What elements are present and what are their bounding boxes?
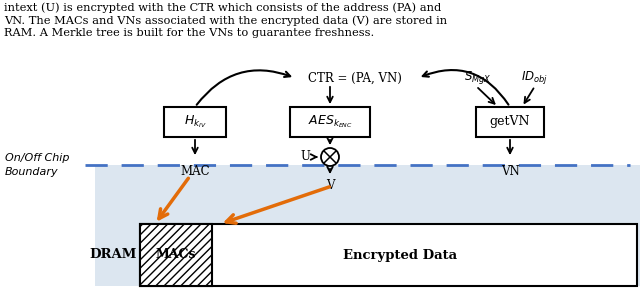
FancyBboxPatch shape xyxy=(140,224,637,286)
Text: $AES_{k_{ENC}}$: $AES_{k_{ENC}}$ xyxy=(308,114,353,130)
FancyBboxPatch shape xyxy=(95,165,640,286)
Text: $ID_{obj}$: $ID_{obj}$ xyxy=(522,70,548,86)
Text: $S_{MgX}$: $S_{MgX}$ xyxy=(464,70,492,86)
FancyBboxPatch shape xyxy=(476,107,544,137)
Text: DRAM: DRAM xyxy=(90,248,137,262)
FancyBboxPatch shape xyxy=(140,224,212,286)
Text: intext (U) is encrypted with the CTR which consists of the address (PA) and: intext (U) is encrypted with the CTR whi… xyxy=(4,2,441,13)
Text: getVN: getVN xyxy=(490,116,531,128)
FancyBboxPatch shape xyxy=(290,107,370,137)
Text: On/Off Chip: On/Off Chip xyxy=(5,153,70,163)
Text: CTR = (PA, VN): CTR = (PA, VN) xyxy=(308,71,402,85)
Text: VN: VN xyxy=(500,165,520,178)
Text: MAC: MAC xyxy=(180,165,210,178)
Text: $H_{k_{IV}}$: $H_{k_{IV}}$ xyxy=(184,114,207,130)
Text: U: U xyxy=(300,149,310,163)
Text: RAM. A Merkle tree is built for the VNs to guarantee freshness.: RAM. A Merkle tree is built for the VNs … xyxy=(4,28,374,38)
Text: MACs: MACs xyxy=(156,248,196,262)
Text: V: V xyxy=(326,179,334,192)
Text: Encrypted Data: Encrypted Data xyxy=(343,248,457,262)
FancyBboxPatch shape xyxy=(164,107,226,137)
Text: VN. The MACs and VNs associated with the encrypted data (V) are stored in: VN. The MACs and VNs associated with the… xyxy=(4,15,447,26)
Text: Boundary: Boundary xyxy=(5,167,59,177)
